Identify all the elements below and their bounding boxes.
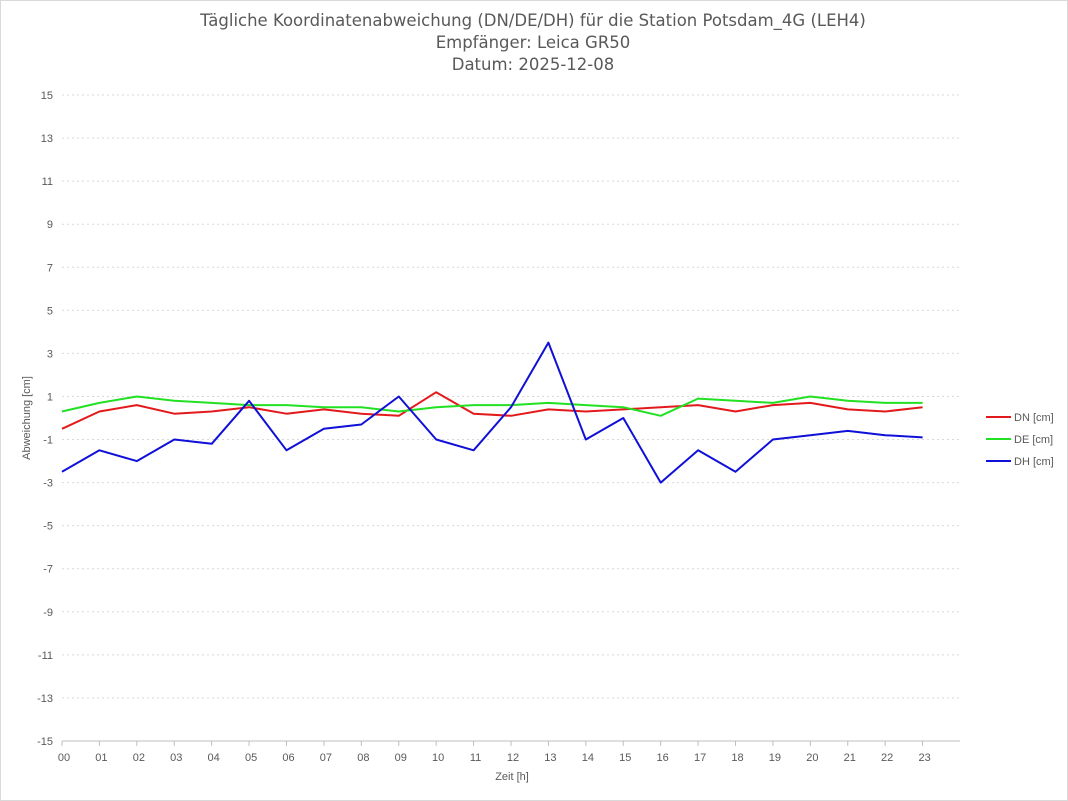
y-tick-label: 7 bbox=[47, 262, 53, 274]
y-tick-label: 15 bbox=[41, 90, 53, 102]
y-axis-label: Abweichung [cm] bbox=[21, 376, 33, 460]
y-tick-label: 11 bbox=[42, 176, 53, 188]
x-tick-label: 11 bbox=[470, 752, 481, 764]
chart-date: Datum: 2025-12-08 bbox=[451, 55, 615, 74]
y-tick-label: -7 bbox=[43, 564, 53, 576]
y-tick-label: -5 bbox=[43, 521, 53, 533]
x-tick-label: 14 bbox=[582, 752, 594, 764]
x-tick-labels: 00 01 02 03 04 05 06 07 08 09 10 11 12 13 14 15 16 17 18 19… bbox=[58, 741, 931, 764]
x-tick-label: 01 bbox=[95, 752, 107, 764]
x-tick-label: 10 bbox=[432, 752, 444, 764]
legend: DN [cm] DE [cm] DH [cm] bbox=[986, 412, 1054, 468]
x-tick-label: 17 bbox=[694, 752, 706, 764]
x-tick-label: 12 bbox=[507, 752, 519, 764]
x-axis-label: Zeit [h] bbox=[495, 771, 529, 783]
x-tick-label: 23 bbox=[918, 752, 930, 764]
chart-titles: Tägliche Koordinatenabweichung (DN/DE/DH… bbox=[0, 10, 1066, 76]
x-tick-label: 07 bbox=[320, 752, 332, 764]
x-tick-label: 00 bbox=[58, 752, 70, 764]
x-tick-label: 22 bbox=[881, 752, 893, 764]
series-lines bbox=[61, 341, 923, 484]
x-tick-label: 03 bbox=[170, 752, 182, 764]
x-tick-label: 21 bbox=[844, 752, 856, 764]
x-tick-label: 16 bbox=[657, 752, 669, 764]
y-tick-label: -1 bbox=[43, 435, 53, 447]
x-tick-label: 20 bbox=[806, 752, 818, 764]
y-tick-label: -3 bbox=[43, 478, 53, 490]
y-tick-label: -11 bbox=[38, 650, 53, 662]
x-tick-label: 18 bbox=[731, 752, 743, 764]
x-tick-label: 04 bbox=[208, 752, 220, 764]
x-tick-label: 06 bbox=[282, 752, 294, 764]
legend-label: DH [cm] bbox=[1014, 456, 1054, 468]
x-tick-label: 09 bbox=[395, 752, 407, 764]
x-tick-label: 19 bbox=[769, 752, 781, 764]
chart-subtitle: Empfänger: Leica GR50 bbox=[435, 33, 631, 52]
series-line-de bbox=[61, 395, 923, 417]
y-tick-label: 9 bbox=[47, 219, 53, 231]
legend-label: DE [cm] bbox=[1014, 434, 1053, 446]
x-tick-label: 15 bbox=[619, 752, 631, 764]
series-line-dh bbox=[61, 341, 923, 484]
chart-title: Tägliche Koordinatenabweichung (DN/DE/DH… bbox=[200, 11, 866, 30]
x-tick-label: 05 bbox=[245, 752, 257, 764]
y-tick-label: 13 bbox=[41, 133, 53, 145]
y-tick-label: 5 bbox=[47, 305, 53, 317]
y-tick-label: -9 bbox=[43, 607, 53, 619]
y-tick-label: -15 bbox=[37, 736, 53, 748]
y-tick-label: 1 bbox=[47, 391, 53, 403]
x-tick-label: 13 bbox=[544, 752, 556, 764]
x-tick-label: 02 bbox=[133, 752, 145, 764]
x-tick-label: 08 bbox=[357, 752, 369, 764]
y-tick-label: 3 bbox=[47, 348, 53, 360]
series-line-dn bbox=[61, 391, 923, 430]
y-tick-label: -13 bbox=[37, 693, 53, 705]
y-tick-labels: 15 13 11 9 7 5 3 1 -1 -3 -5 -7 -9 -11 -13 -15 bbox=[37, 90, 53, 748]
legend-label: DN [cm] bbox=[1014, 412, 1054, 424]
grid-lines bbox=[62, 94, 960, 742]
